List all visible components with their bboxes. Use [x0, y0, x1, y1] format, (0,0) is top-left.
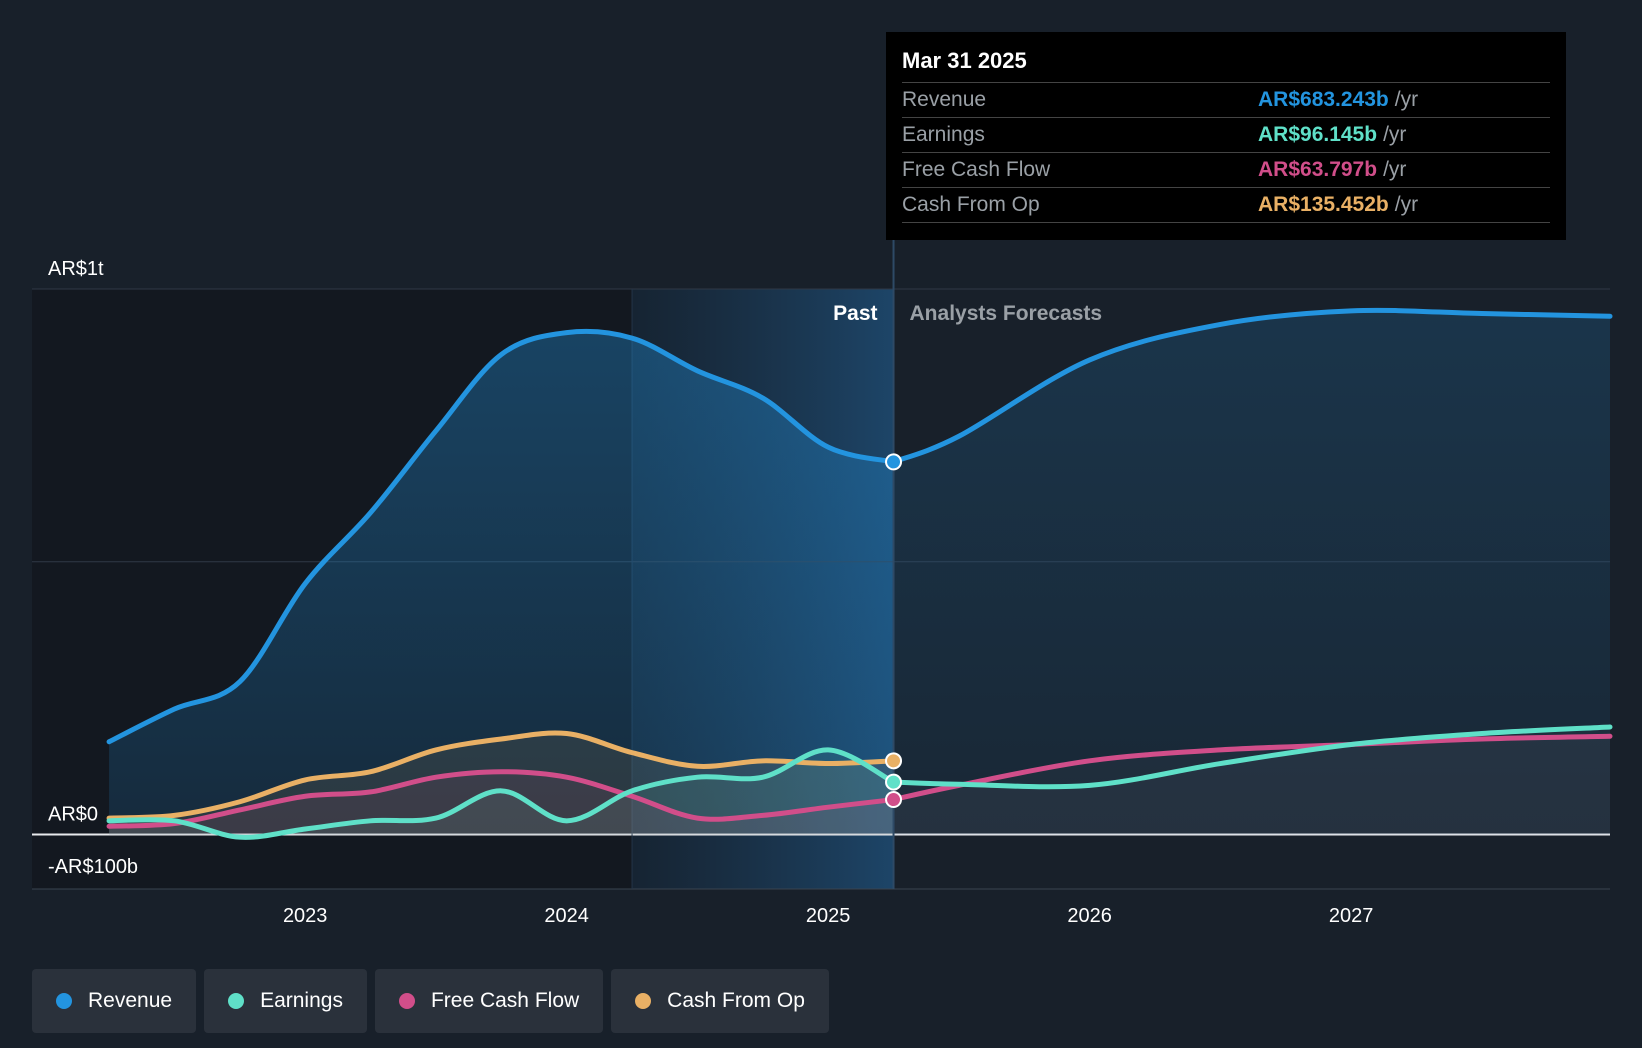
marker-revenue	[885, 453, 903, 471]
series-lines	[106, 307, 1613, 840]
legend-dot-icon	[56, 993, 72, 1009]
tooltip-unit: /yr	[1383, 158, 1407, 181]
x-tick-label: 2024	[544, 905, 589, 927]
tooltip-date: Mar 31 2025	[902, 46, 1550, 83]
series-fills	[109, 310, 1610, 838]
legend-item-earnings[interactable]: Earnings	[204, 969, 367, 1033]
tooltip-unit: /yr	[1394, 193, 1419, 216]
legend-dot-icon	[398, 993, 415, 1009]
tooltip-label: Free Cash Flow	[902, 158, 1051, 181]
marker-cash-from-op	[885, 752, 903, 770]
tooltip-value: AR$96.145b	[1258, 123, 1378, 146]
area-cash-from-op-past	[109, 732, 894, 835]
line-revenue-past	[106, 328, 897, 745]
line-revenue-forecast	[891, 307, 1613, 465]
legend-label: Revenue	[88, 989, 173, 1012]
tooltip-unit: /yr	[1383, 123, 1407, 146]
area-revenue-past	[109, 331, 894, 835]
tooltip-value: AR$63.797b	[1258, 158, 1378, 181]
area-earnings-past	[109, 749, 894, 838]
line-free-cash-flow-past	[106, 769, 897, 829]
legend-label: Cash From Op	[667, 989, 805, 1012]
tooltip-unit: /yr	[1394, 88, 1419, 111]
tooltip-row-free-cash-flow: Free Cash Flow AR$63.797b /yr	[902, 153, 1550, 188]
line-cash-from-op-past	[106, 730, 897, 821]
legend-item-cash-from-op[interactable]: Cash From Op	[611, 969, 829, 1033]
tooltip-value: AR$135.452b	[1258, 193, 1389, 216]
area-earnings-forecast	[893, 727, 1610, 835]
marker-free-cash-flow	[885, 791, 903, 809]
legend-dot-icon	[635, 993, 652, 1009]
x-axis-labels: 2023 2024 2025 2026 2027	[283, 905, 1373, 927]
y-tick-label: AR$0	[48, 803, 98, 825]
legend: Revenue Earnings Free Cash Flow Cash Fro…	[32, 969, 829, 1033]
legend-item-free-cash-flow[interactable]: Free Cash Flow	[374, 969, 604, 1033]
line-earnings-forecast	[891, 724, 1613, 790]
tooltip: Mar 31 2025 Revenue AR$683.243b /yr Earn…	[886, 32, 1566, 240]
line-earnings-past	[106, 747, 897, 840]
legend-dot-icon	[228, 993, 245, 1009]
x-tick-label: 2027	[1329, 905, 1374, 927]
tooltip-row-earnings: Earnings AR$96.145b /yr	[902, 118, 1550, 153]
forecast-label: Analysts Forecasts	[910, 302, 1103, 325]
x-tick-label: 2025	[806, 905, 851, 927]
area-free-cash-flow-forecast	[893, 736, 1610, 835]
legend-label: Earnings	[260, 989, 343, 1012]
tooltip-row-cash-from-op: Cash From Op AR$135.452b /yr	[902, 188, 1550, 223]
x-tick-label: 2023	[283, 905, 328, 927]
tooltip-label: Revenue	[902, 88, 987, 111]
legend-label: Free Cash Flow	[430, 989, 580, 1012]
tooltip-row-revenue: Revenue AR$683.243b /yr	[902, 83, 1550, 118]
legend-item-revenue[interactable]: Revenue	[32, 969, 197, 1033]
tooltip-value: AR$683.243b	[1258, 88, 1389, 111]
y-tick-label: -AR$100b	[48, 856, 138, 878]
y-axis-labels: AR$1t AR$0 -AR$100b	[48, 258, 138, 878]
y-tick-label: AR$1t	[48, 258, 104, 280]
past-label: Past	[833, 302, 877, 325]
hover-markers	[885, 453, 903, 809]
tooltip-label: Cash From Op	[902, 193, 1040, 216]
tooltip-label: Earnings	[902, 123, 985, 146]
marker-earnings	[885, 773, 903, 791]
x-tick-label: 2026	[1067, 905, 1112, 927]
area-revenue-forecast	[893, 310, 1610, 835]
